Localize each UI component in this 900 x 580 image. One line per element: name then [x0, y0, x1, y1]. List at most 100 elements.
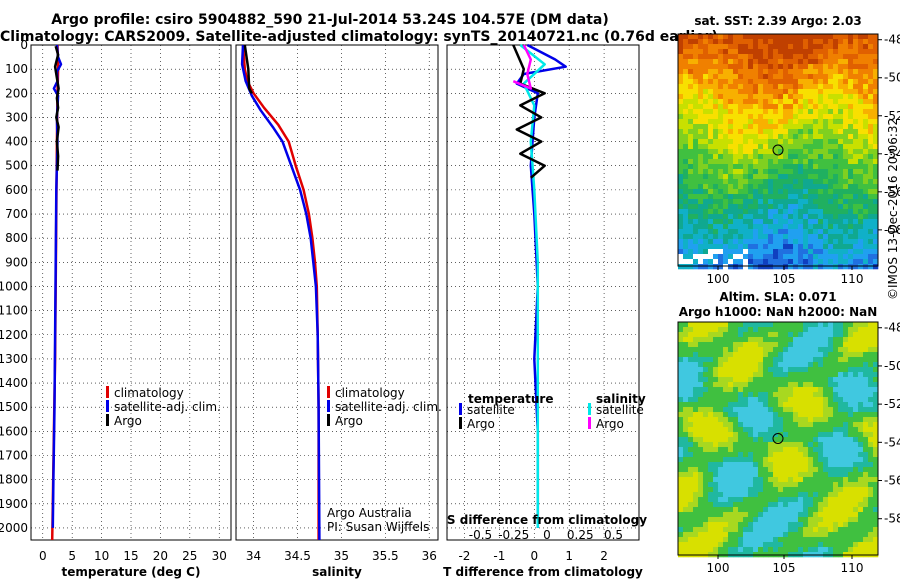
x-tick-label: 5 — [68, 549, 76, 563]
depth-tick-label: 100 — [5, 62, 28, 76]
legend-label: satellite-adj. clim. — [114, 400, 221, 414]
map-x-tick-label: 105 — [773, 561, 796, 575]
map-y-tick-label: -54 — [884, 147, 900, 161]
series-line-s-argo — [512, 44, 533, 90]
x-tick-label: 35.5 — [372, 549, 399, 563]
map-frame — [677, 33, 879, 267]
x-tick-label: 30 — [212, 549, 227, 563]
credit-line1: Argo Australia — [327, 506, 412, 520]
legend-title-temperature: temperature — [468, 392, 553, 406]
s-tick-label: 0.25 — [567, 528, 594, 542]
x-tick-label: 0 — [39, 549, 47, 563]
imos-timestamp: ©IMOS 13-Dec-2016 20:06:32 — [886, 117, 900, 300]
map-y-tick-label: -52 — [884, 109, 900, 123]
legend-label: climatology — [335, 386, 405, 400]
map-x-tick-label: 110 — [841, 272, 864, 286]
depth-tick-label: 1600 — [0, 424, 28, 438]
legend-label: satellite — [467, 403, 515, 417]
depth-tick-label: 1100 — [0, 304, 28, 318]
depth-tick-label: 1900 — [0, 497, 28, 511]
x-tick-label: 10 — [94, 549, 109, 563]
legend-title-salinity: salinity — [596, 392, 646, 406]
s-tick-label: -0.5 — [469, 528, 492, 542]
x-tick-label: 35 — [334, 549, 349, 563]
chart-title-line1: Argo profile: csiro 5904882_590 21-Jul-2… — [51, 12, 609, 28]
s-tick-label: -0.25 — [498, 528, 529, 542]
depth-tick-label: 400 — [5, 135, 28, 149]
x-axis-label: salinity — [312, 565, 362, 579]
legend-swatch — [327, 400, 330, 412]
x-tick-label: 2 — [600, 549, 608, 563]
map-y-tick-label: -56 — [884, 474, 900, 488]
depth-tick-label: 1700 — [0, 448, 28, 462]
s-tick-label: 0 — [543, 528, 551, 542]
map-y-tick-label: -52 — [884, 397, 900, 411]
x-axis-label: temperature (deg C) — [62, 565, 201, 579]
legend-label: Argo — [467, 417, 495, 431]
legend-swatch — [588, 403, 591, 415]
map-x-tick-label: 100 — [707, 561, 730, 575]
map-frame — [677, 321, 879, 556]
argo-float-marker — [772, 144, 784, 156]
sst-map — [677, 33, 882, 270]
series-line-t-argo — [512, 44, 546, 179]
x-tick-label: -2 — [458, 549, 470, 563]
legend-swatch — [459, 403, 462, 415]
x-tick-label: 36 — [422, 549, 437, 563]
map-y-tick-label: -50 — [884, 71, 900, 85]
legend-label: satellite-adj. clim. — [335, 400, 442, 414]
x-tick-label: -1 — [493, 549, 505, 563]
panel-salinity — [235, 44, 439, 541]
legend-label: climatology — [114, 386, 184, 400]
legend-swatch — [106, 414, 109, 426]
map-x-tick-label: 105 — [773, 272, 796, 286]
legend-swatch — [327, 386, 330, 398]
series-line-argo — [53, 45, 60, 171]
legend-label: Argo — [335, 414, 363, 428]
map-x-tick-label: 100 — [707, 272, 730, 286]
argo-float-marker — [772, 433, 784, 444]
chart-title-line2: Climatology: CARS2009. Satellite-adjuste… — [0, 29, 718, 45]
sst-map-title: sat. SST: 2.39 Argo: 2.03 — [694, 14, 862, 28]
sla-map — [677, 321, 882, 559]
s-tick-label: 0.5 — [604, 528, 623, 542]
depth-tick-label: 1400 — [0, 376, 28, 390]
depth-tick-label: 1000 — [0, 279, 28, 293]
x-tick-label: 15 — [123, 549, 138, 563]
depth-tick-label: 0 — [20, 38, 28, 52]
depth-tick-label: 600 — [5, 183, 28, 197]
series-line-argo — [243, 44, 253, 94]
depth-tick-label: 500 — [5, 159, 28, 173]
x-tick-label: 0 — [530, 549, 538, 563]
x-tick-label: 34 — [246, 549, 261, 563]
map-y-tick-label: -58 — [884, 223, 900, 237]
legend-swatch — [106, 400, 109, 412]
panel-frame-difference — [446, 44, 640, 541]
map-y-tick-label: -48 — [884, 33, 900, 47]
legend-swatch — [588, 417, 591, 429]
depth-tick-label: 1300 — [0, 352, 28, 366]
map-y-tick-label: -54 — [884, 435, 900, 449]
depth-tick-label: 800 — [5, 231, 28, 245]
map-y-tick-label: -48 — [884, 321, 900, 335]
legend-label: Argo — [596, 417, 624, 431]
panel-difference — [446, 43, 640, 541]
credit-line2: PI: Susan Wijffels — [327, 520, 430, 534]
depth-tick-label: 2000 — [0, 521, 28, 535]
s-axis-label: S difference from climatology — [447, 513, 647, 527]
sla-map-title-line2: Argo h1000: NaN h2000: NaN — [678, 305, 878, 319]
legend-swatch — [327, 414, 330, 426]
legend-label: satellite — [596, 403, 644, 417]
legend-swatch — [106, 386, 109, 398]
depth-tick-label: 900 — [5, 255, 28, 269]
sla-map-title-line1: Altim. SLA: 0.071 — [719, 290, 837, 304]
depth-tick-label: 1500 — [0, 400, 28, 414]
legend-swatch — [459, 417, 462, 429]
depth-tick-label: 700 — [5, 207, 28, 221]
legend-label: Argo — [114, 414, 142, 428]
depth-tick-label: 1800 — [0, 473, 28, 487]
depth-tick-label: 1200 — [0, 328, 28, 342]
x-tick-label: 1 — [565, 549, 573, 563]
depth-tick-label: 300 — [5, 110, 28, 124]
